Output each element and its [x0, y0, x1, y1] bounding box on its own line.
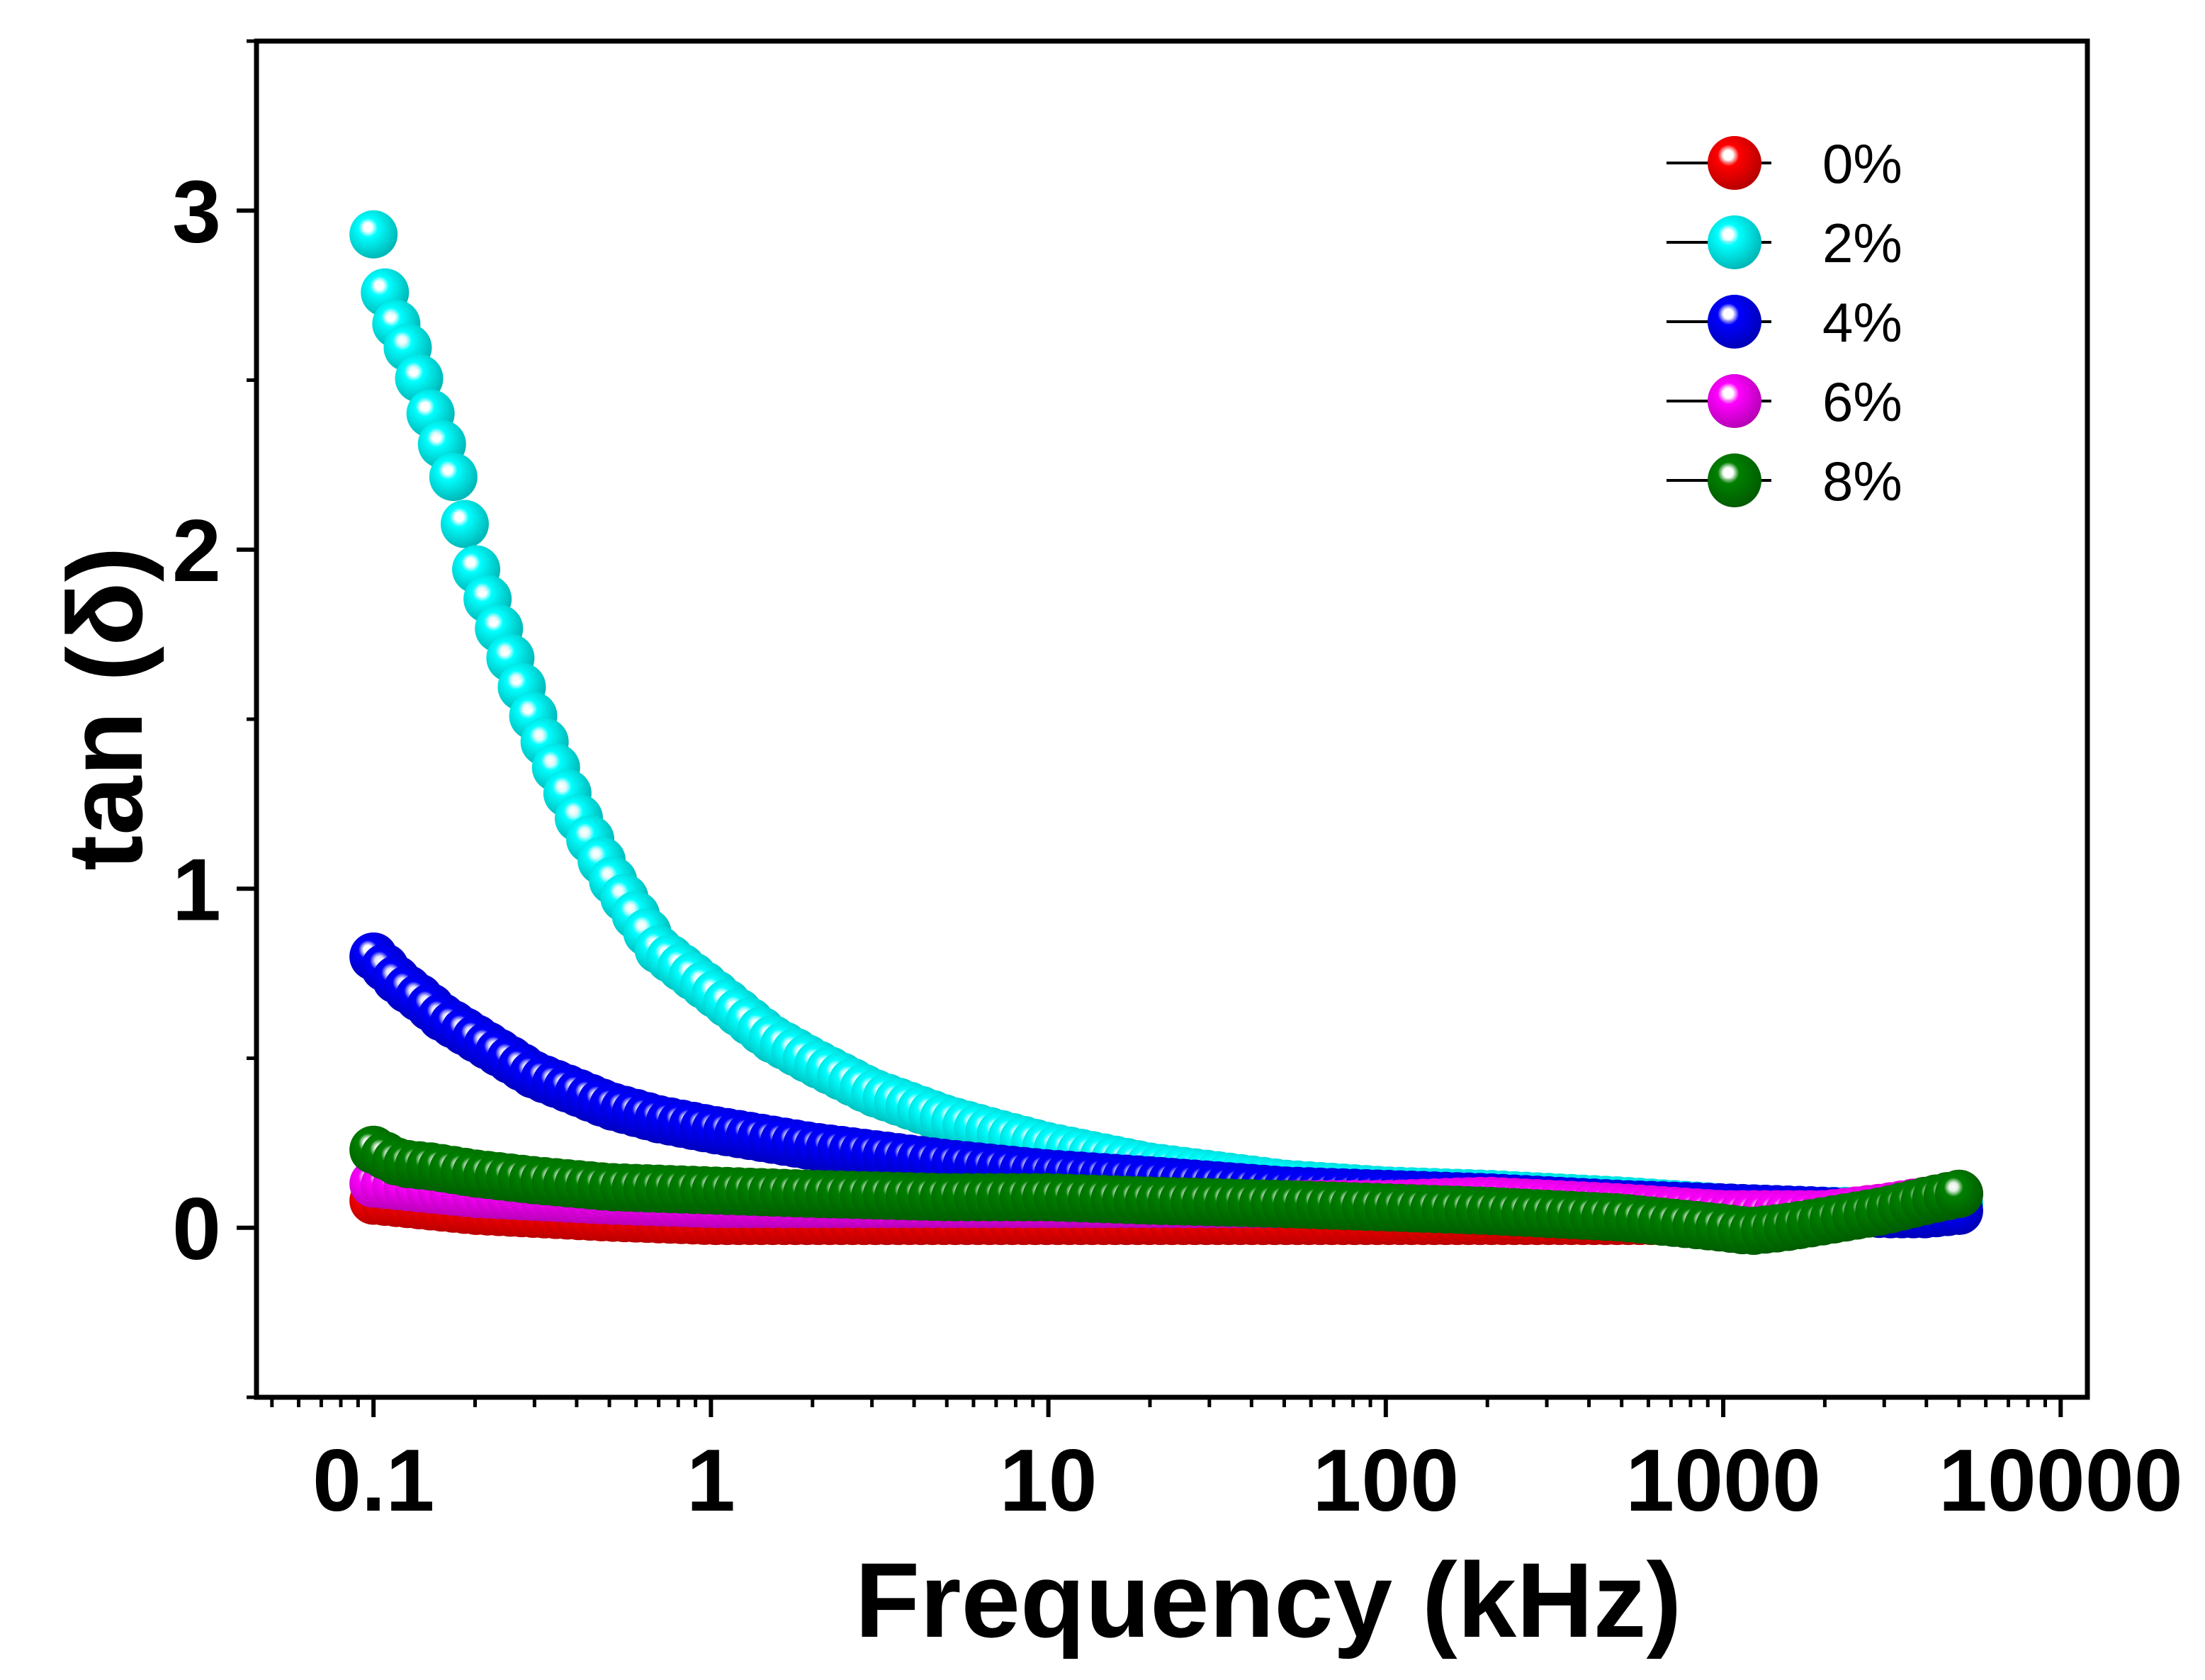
x-axis-title: Frequency (kHz) [855, 1540, 1682, 1659]
legend-item: 8% [1667, 450, 1902, 512]
x-tick-label: 10 [1000, 1432, 1098, 1530]
legend: 0% 2% 4% 6% 8% [1667, 133, 1902, 512]
legend-label: 8% [1822, 450, 1902, 512]
legend-item: 4% [1667, 291, 1902, 354]
legend-label: 4% [1822, 291, 1902, 354]
x-tick-label: 1 [687, 1432, 735, 1530]
legend-item: 2% [1667, 212, 1902, 274]
y-axis-title: tan (δ) [45, 546, 164, 871]
legend-item: 0% [1667, 133, 1902, 195]
legend-item: 6% [1667, 371, 1902, 433]
legend-marker [1708, 453, 1761, 507]
y-tick-label: 0 [172, 1180, 221, 1278]
data-point [1934, 1169, 1983, 1218]
data-point [429, 453, 478, 502]
legend-marker [1708, 374, 1761, 428]
x-tick-label: 0.1 [312, 1432, 434, 1530]
legend-marker [1708, 215, 1761, 269]
axis-ticks [237, 39, 2063, 1417]
y-tick-label: 2 [172, 502, 221, 600]
data-point [440, 500, 489, 548]
x-tick-label: 100 [1312, 1432, 1459, 1530]
x-tick-label: 1000 [1625, 1432, 1821, 1530]
legend-label: 0% [1822, 133, 1902, 195]
y-tick-label: 1 [172, 841, 221, 939]
legend-label: 6% [1822, 371, 1902, 433]
tick-labels: 0.1 1 10 100 1000 10000 0 1 2 3 [172, 163, 2183, 1530]
data-series [349, 210, 1983, 1255]
legend-marker [1708, 136, 1761, 190]
legend-marker [1708, 295, 1761, 349]
y-tick-label: 3 [172, 163, 221, 261]
series-8% [349, 1125, 1983, 1255]
data-point [349, 210, 398, 259]
legend-label: 2% [1822, 212, 1902, 274]
x-tick-label: 10000 [1939, 1432, 2183, 1530]
